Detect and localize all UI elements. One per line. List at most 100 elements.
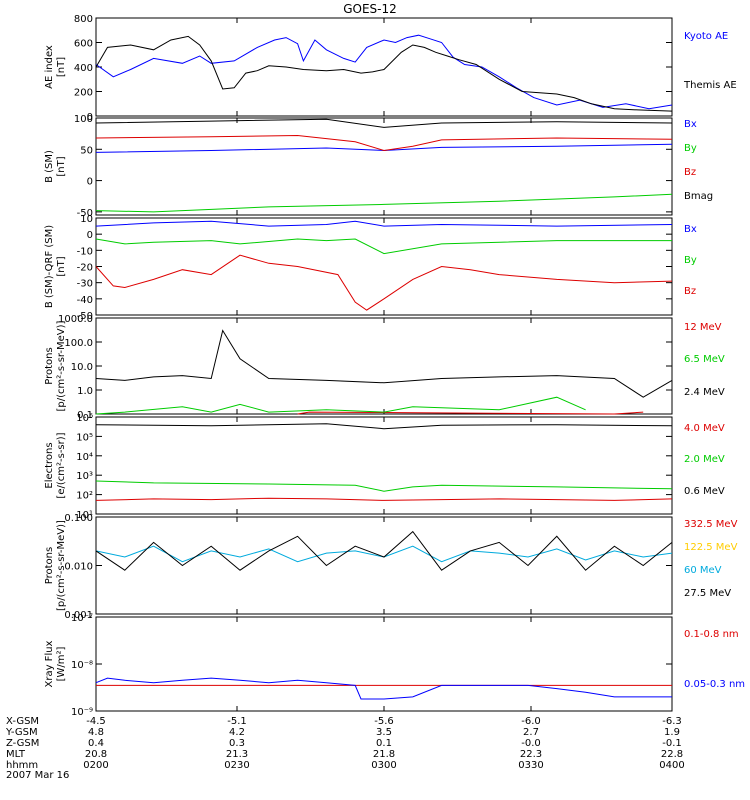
x-row-label: hhmm [6, 760, 38, 771]
x-tick-value: -5.6 [374, 716, 394, 727]
series-line-bz [95, 134, 673, 152]
panel-protons2: 0.001 0.010 0.100 Protons [p/(cm²-s-sr-MeV)]… [44, 513, 738, 621]
series-line-by [95, 238, 672, 255]
legend-entry: 2.4 MeV [684, 387, 725, 398]
x-tick-value: 1.9 [664, 727, 680, 738]
legend-entry: 0.1-0.8 nm [684, 629, 739, 640]
series-line-27-5-mev [95, 530, 673, 571]
series-line-2-4-mev [95, 329, 673, 398]
legend-entry: 6.5 MeV [684, 354, 725, 365]
y-tick-label: 10⁻⁹ [71, 707, 93, 718]
panel-b: -50 0 50 100 B (SM) [nT] Bx By Bz Bmag [44, 114, 713, 219]
y-axis-label: [p/(cm²-s-sr-MeV)] [56, 320, 67, 411]
series-line-bmag [95, 118, 673, 128]
y-tick-label: -10 [77, 246, 93, 257]
x-tick-value: 0.1 [376, 738, 392, 749]
y-tick-label: 10⁵ [76, 432, 93, 443]
x-tick-value: 22.3 [520, 749, 542, 760]
x-tick-value: 0300 [371, 760, 396, 771]
y-tick-label: 10.0 [71, 362, 93, 373]
legend-entry: Bmag [684, 191, 713, 202]
y-tick-label: -30 [77, 279, 93, 290]
x-tick-value: -0.1 [662, 738, 682, 749]
x-tick-value: 20.8 [85, 749, 107, 760]
y-tick-label: -40 [77, 295, 93, 306]
y-axis-label: Protons [44, 347, 55, 384]
panel-frame [95, 616, 673, 712]
x-tick-value: 0330 [518, 760, 543, 771]
y-tick-label: 0 [87, 177, 93, 188]
y-axis-label: [nT] [56, 156, 67, 176]
y-tick-label: 0.010 [64, 562, 93, 573]
series-line-by [95, 193, 673, 213]
legend-entry: By [684, 143, 697, 154]
legend-entry: 2.0 MeV [684, 454, 725, 465]
x-tick-value: 4.8 [88, 727, 104, 738]
series-line-2-0-mev [95, 480, 673, 492]
y-tick-label: 600 [74, 39, 93, 50]
series-line-12-mev [297, 411, 644, 415]
legend-entry: 0.6 MeV [684, 486, 725, 497]
x-tick-value: 21.8 [373, 749, 395, 760]
y-tick-label: 0.1 [77, 410, 93, 421]
panel-protons1: 0.1 1.0 10.0 100.0 1000.0 Protons [p/(cm²-s-sr… [44, 314, 725, 421]
series-line-4-0-mev [95, 497, 673, 501]
y-tick-label: 100 [74, 114, 93, 125]
y-tick-label: 100.0 [64, 338, 93, 349]
panel-frame [95, 317, 673, 415]
x-row-label: X-GSM [6, 716, 39, 727]
panel-bqrf: -50 -40 -30 -20 -10 0 10 B (SM)-QRF (SM) [nT] Bx B… [44, 214, 697, 322]
y-axis-label: B (SM)-QRF (SM) [44, 225, 55, 308]
x-tick-value: -5.1 [227, 716, 247, 727]
x-tick-value: 21.3 [226, 749, 248, 760]
legend-entry: Themis AE [683, 80, 737, 91]
y-tick-label: 10 [80, 214, 93, 225]
chart-title: GOES-12 [343, 2, 397, 16]
series-line-bz [95, 254, 673, 311]
y-tick-label: 10⁶ [76, 413, 93, 424]
x-tick-value: -6.3 [662, 716, 682, 727]
panel-xray: 10⁻⁹ 10⁻⁸ 10⁻⁷ Xray Flux [W/m²] 0.1-0.8 nm 0.0… [44, 613, 745, 718]
series-line-bx [95, 143, 673, 153]
y-tick-label: 10² [76, 491, 93, 502]
legend-entry: Bz [684, 167, 696, 178]
y-tick-label: -20 [77, 263, 93, 274]
series-line-6-5-mev [95, 396, 586, 415]
y-tick-label: 200 [74, 88, 93, 99]
x-tick-value: 0200 [83, 760, 108, 771]
x-row-label: MLT [6, 749, 26, 760]
y-tick-label: 10⁻⁷ [71, 613, 93, 624]
y-tick-label: 0.100 [64, 513, 93, 524]
y-tick-label: 0.001 [64, 610, 93, 621]
date-label: 2007 Mar 16 [6, 770, 69, 781]
panel-ae: 0 200 400 600 800 AE index [nT] Kyoto AE Themis … [44, 14, 737, 123]
y-tick-label: -50 [77, 208, 93, 219]
x-tick-value: 0.4 [88, 738, 104, 749]
y-axis-label: [nT] [56, 57, 67, 77]
legend-entry: 122.5 MeV [684, 542, 738, 553]
legend-entry: By [684, 255, 697, 266]
legend-entry: 4.0 MeV [684, 423, 725, 434]
legend-entry: Kyoto AE [684, 31, 728, 42]
series-line-kyoto-ae [95, 34, 673, 110]
legend-entry: 60 MeV [684, 565, 722, 576]
x-tick-value: 0400 [659, 760, 684, 771]
x-tick-value: -4.5 [86, 716, 106, 727]
y-axis-label: AE index [44, 45, 55, 89]
y-axis-label: [nT] [56, 256, 67, 276]
y-tick-label: 800 [74, 14, 93, 25]
y-tick-label: 50 [80, 145, 93, 156]
x-row-label: Y-GSM [5, 727, 38, 738]
y-tick-label: 10⁴ [76, 452, 93, 463]
y-tick-label: -50 [77, 311, 93, 322]
legend-entry: 0.05-0.3 nm [684, 679, 745, 690]
x-tick-value: 2.7 [523, 727, 539, 738]
legend-entry: 27.5 MeV [684, 588, 731, 599]
panel-frame [95, 117, 673, 216]
panel-frame [95, 217, 673, 316]
y-tick-label: 400 [74, 63, 93, 74]
x-tick-value: -6.0 [521, 716, 541, 727]
y-axis-label: [W/m²] [56, 646, 67, 681]
